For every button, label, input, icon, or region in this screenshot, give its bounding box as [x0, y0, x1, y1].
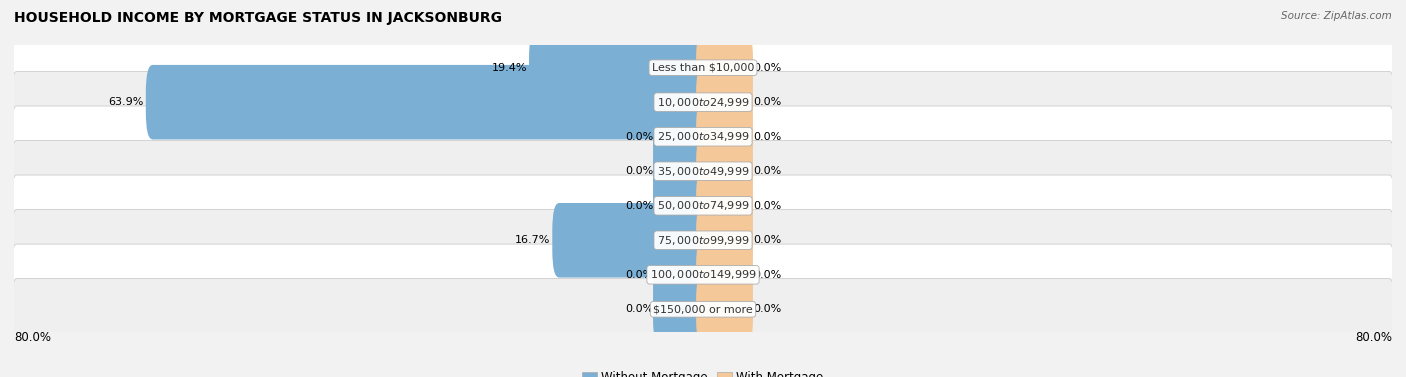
Text: 0.0%: 0.0%: [754, 235, 782, 245]
Text: 0.0%: 0.0%: [754, 270, 782, 280]
FancyBboxPatch shape: [652, 100, 710, 174]
FancyBboxPatch shape: [553, 203, 710, 277]
Text: 0.0%: 0.0%: [624, 270, 652, 280]
Text: 0.0%: 0.0%: [754, 97, 782, 107]
Text: $150,000 or more: $150,000 or more: [654, 304, 752, 314]
Text: 0.0%: 0.0%: [754, 201, 782, 211]
Text: $25,000 to $34,999: $25,000 to $34,999: [657, 130, 749, 143]
FancyBboxPatch shape: [652, 238, 710, 312]
FancyBboxPatch shape: [146, 65, 710, 139]
FancyBboxPatch shape: [13, 210, 1393, 271]
FancyBboxPatch shape: [13, 175, 1393, 236]
Text: 0.0%: 0.0%: [754, 63, 782, 73]
Text: 80.0%: 80.0%: [1355, 331, 1392, 344]
Text: 0.0%: 0.0%: [624, 166, 652, 176]
Legend: Without Mortgage, With Mortgage: Without Mortgage, With Mortgage: [578, 366, 828, 377]
FancyBboxPatch shape: [13, 106, 1393, 167]
FancyBboxPatch shape: [696, 65, 754, 139]
FancyBboxPatch shape: [13, 279, 1393, 340]
Text: 0.0%: 0.0%: [624, 304, 652, 314]
Text: Less than $10,000: Less than $10,000: [652, 63, 754, 73]
FancyBboxPatch shape: [529, 31, 710, 105]
FancyBboxPatch shape: [696, 31, 754, 105]
FancyBboxPatch shape: [13, 244, 1393, 305]
Text: Source: ZipAtlas.com: Source: ZipAtlas.com: [1281, 11, 1392, 21]
FancyBboxPatch shape: [696, 272, 754, 346]
Text: 0.0%: 0.0%: [754, 132, 782, 142]
FancyBboxPatch shape: [696, 203, 754, 277]
Text: 19.4%: 19.4%: [492, 63, 527, 73]
Text: 0.0%: 0.0%: [754, 166, 782, 176]
Text: $100,000 to $149,999: $100,000 to $149,999: [650, 268, 756, 281]
Text: 63.9%: 63.9%: [108, 97, 143, 107]
FancyBboxPatch shape: [652, 272, 710, 346]
FancyBboxPatch shape: [696, 238, 754, 312]
FancyBboxPatch shape: [13, 141, 1393, 202]
FancyBboxPatch shape: [652, 134, 710, 208]
Text: 0.0%: 0.0%: [754, 304, 782, 314]
Text: 16.7%: 16.7%: [515, 235, 551, 245]
Text: HOUSEHOLD INCOME BY MORTGAGE STATUS IN JACKSONBURG: HOUSEHOLD INCOME BY MORTGAGE STATUS IN J…: [14, 11, 502, 25]
Text: 80.0%: 80.0%: [14, 331, 51, 344]
Text: 0.0%: 0.0%: [624, 132, 652, 142]
Text: 0.0%: 0.0%: [624, 201, 652, 211]
FancyBboxPatch shape: [696, 100, 754, 174]
Text: $75,000 to $99,999: $75,000 to $99,999: [657, 234, 749, 247]
FancyBboxPatch shape: [13, 37, 1393, 98]
FancyBboxPatch shape: [13, 72, 1393, 133]
FancyBboxPatch shape: [696, 169, 754, 243]
FancyBboxPatch shape: [696, 134, 754, 208]
Text: $50,000 to $74,999: $50,000 to $74,999: [657, 199, 749, 212]
FancyBboxPatch shape: [652, 169, 710, 243]
Text: $10,000 to $24,999: $10,000 to $24,999: [657, 96, 749, 109]
Text: $35,000 to $49,999: $35,000 to $49,999: [657, 165, 749, 178]
